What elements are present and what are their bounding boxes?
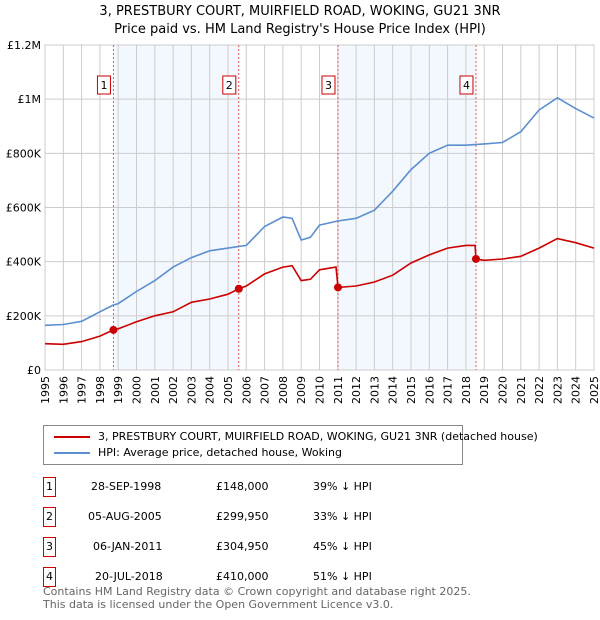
sale-marker-label: 1 (43, 477, 56, 497)
x-tick-label: 2021 (515, 376, 528, 404)
sale-marker-label: 4 (43, 567, 56, 587)
footer: Contains HM Land Registry data © Crown c… (43, 585, 471, 611)
title-line: 3, PRESTBURY COURT, MUIRFIELD ROAD, WOKI… (99, 4, 501, 19)
x-tick-label: 2003 (185, 376, 198, 404)
sale-date: 06-JAN-2011 (93, 540, 163, 553)
legend: 3, PRESTBURY COURT, MUIRFIELD ROAD, WOKI… (43, 425, 538, 465)
sale-marker-box (321, 75, 336, 95)
x-tick-label: 2022 (533, 376, 546, 404)
legend-swatch-red (54, 435, 90, 438)
x-tick-label: 2023 (551, 376, 564, 404)
sale-marker-label: 1 (100, 79, 107, 92)
y-tick-label: £800K (6, 147, 42, 160)
x-tick-label: 2008 (277, 376, 290, 404)
sale-hpi: 51% ↓ HPI (313, 570, 372, 583)
price-chart: 1995 1996 1997 1998 1999 2000 2001 2002 2003 2004… (6, 39, 600, 404)
legend-label: HPI: Average price, detached house, Woki… (98, 446, 342, 459)
sale-point (333, 283, 342, 292)
x-tick-label: 1997 (76, 376, 89, 404)
y-tick-label: £400K (6, 256, 42, 269)
chart-title: 3, PRESTBURY COURT, MUIRFIELD ROAD, WOKI… (0, 3, 600, 39)
sale-hpi: 39% ↓ HPI (313, 480, 372, 493)
y-tick-label: £600K (6, 202, 42, 215)
x-tick-label: 2016 (423, 376, 436, 404)
x-tick-label: 2015 (405, 376, 418, 404)
sale-date: 05-AUG-2005 (88, 510, 162, 523)
x-tick-label: 2006 (240, 376, 253, 404)
series-line (44, 237, 595, 346)
sale-date: 20-JUL-2018 (95, 570, 163, 583)
x-tick-label: 2000 (131, 376, 144, 404)
subtitle-line: Price paid vs. HM Land Registry's House … (114, 22, 486, 37)
x-tick-label: 2020 (497, 376, 510, 404)
sale-hpi: 45% ↓ HPI (313, 540, 372, 553)
sale-point (109, 325, 118, 334)
sale-price: £299,950 (216, 510, 269, 523)
sale-marker-box (96, 75, 111, 95)
y-tick-label: £1M (18, 93, 42, 106)
sale-price: £304,950 (216, 540, 269, 553)
x-tick-label: 2012 (350, 376, 363, 404)
x-tick-label: 1996 (57, 376, 70, 404)
x-tick-label: 2004 (204, 376, 217, 404)
x-tick-label: 2005 (222, 376, 235, 404)
sale-marker-box (222, 75, 237, 95)
y-tick-label: £0 (27, 364, 41, 377)
sale-date: 28-SEP-1998 (91, 480, 162, 493)
sale-marker-label: 3 (43, 537, 56, 557)
x-tick-label: 2002 (167, 376, 180, 404)
x-tick-label: 2014 (387, 376, 400, 404)
x-tick-label: 2013 (368, 376, 381, 404)
x-tick-label: 2019 (478, 376, 491, 404)
footer-line-2: This data is licensed under the Open Gov… (43, 598, 394, 611)
sale-price: £148,000 (216, 480, 269, 493)
x-tick-label: 2001 (149, 376, 162, 404)
legend-label: 3, PRESTBURY COURT, MUIRFIELD ROAD, WOKI… (98, 430, 538, 443)
x-tick-label: 1999 (112, 376, 125, 404)
x-tick-label: 2024 (570, 376, 583, 404)
sale-price: £410,000 (216, 570, 269, 583)
x-tick-label: 2007 (259, 376, 272, 404)
x-tick-label: 2010 (314, 376, 327, 404)
x-tick-label: 1998 (94, 376, 107, 404)
x-tick-label: 2017 (442, 376, 455, 404)
legend-item-property: 3, PRESTBURY COURT, MUIRFIELD ROAD, WOKI… (54, 430, 538, 443)
x-tick-label: 2011 (332, 376, 345, 404)
sale-marker-label: 2 (226, 79, 233, 92)
series-line (44, 96, 595, 327)
legend-item-hpi: HPI: Average price, detached house, Woki… (54, 446, 342, 459)
sale-row: 1 28-SEP-1998 £148,000 39% ↓ HPI (43, 477, 403, 497)
sale-marker-box (459, 75, 474, 95)
sale-row: 4 20-JUL-2018 £410,000 51% ↓ HPI (43, 567, 403, 587)
x-tick-label: 2025 (588, 376, 600, 404)
sale-marker-label: 3 (325, 79, 332, 92)
sale-row: 2 05-AUG-2005 £299,950 33% ↓ HPI (43, 507, 403, 527)
y-tick-label: £200K (6, 310, 42, 323)
sale-marker-label: 4 (463, 79, 470, 92)
legend-swatch-blue (54, 451, 90, 454)
sale-point (234, 284, 243, 293)
x-tick-label: 2018 (460, 376, 473, 404)
plot-frame (44, 44, 595, 371)
y-tick-label: £1.2M (7, 39, 41, 52)
x-tick-label: 2009 (295, 376, 308, 404)
footer-line-1: Contains HM Land Registry data © Crown c… (43, 585, 471, 598)
sale-marker-label: 2 (43, 507, 56, 527)
sale-hpi: 33% ↓ HPI (313, 510, 372, 523)
sale-row: 3 06-JAN-2011 £304,950 45% ↓ HPI (43, 537, 403, 557)
sale-point (471, 254, 480, 263)
x-tick-label: 1995 (39, 376, 52, 404)
